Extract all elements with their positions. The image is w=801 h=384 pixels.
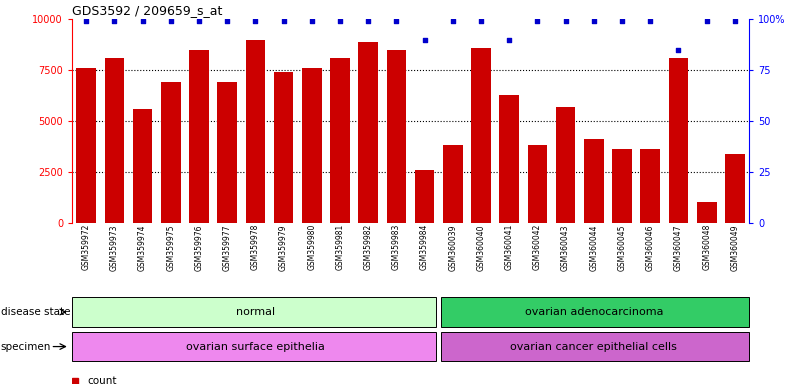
Bar — [612, 149, 632, 223]
Bar — [161, 82, 181, 223]
Point — [108, 18, 121, 24]
Bar — [358, 41, 378, 223]
Bar — [302, 68, 322, 223]
Point — [80, 18, 93, 24]
Bar — [499, 94, 519, 223]
Bar — [72, 332, 437, 361]
Point — [333, 18, 346, 24]
Point — [390, 18, 403, 24]
Point — [503, 36, 516, 43]
Bar — [441, 332, 749, 361]
Point — [616, 18, 629, 24]
Text: normal: normal — [235, 307, 275, 317]
Point — [559, 18, 572, 24]
Bar — [72, 297, 437, 327]
Text: ovarian cancer epithelial cells: ovarian cancer epithelial cells — [510, 341, 678, 352]
Bar — [528, 146, 547, 223]
Text: GDS3592 / 209659_s_at: GDS3592 / 209659_s_at — [72, 3, 223, 17]
Point — [418, 36, 431, 43]
Point — [446, 18, 459, 24]
Point — [221, 18, 234, 24]
Text: ovarian surface epithelia: ovarian surface epithelia — [186, 341, 325, 352]
Bar — [471, 48, 491, 223]
Point — [277, 18, 290, 24]
Bar — [217, 82, 237, 223]
Bar — [584, 139, 604, 223]
Bar — [133, 109, 152, 223]
Point — [728, 18, 741, 24]
Bar — [443, 146, 463, 223]
Text: count: count — [87, 376, 116, 384]
Bar — [246, 40, 265, 223]
Text: ovarian adenocarcinoma: ovarian adenocarcinoma — [525, 307, 663, 317]
Bar — [387, 50, 406, 223]
Point — [249, 18, 262, 24]
Bar — [669, 58, 688, 223]
Point — [192, 18, 205, 24]
Bar — [697, 202, 717, 223]
Bar — [441, 297, 749, 327]
Bar — [725, 154, 745, 223]
Text: disease state: disease state — [1, 307, 70, 317]
Point — [164, 18, 177, 24]
Bar — [76, 68, 96, 223]
Bar — [330, 58, 350, 223]
Point — [587, 18, 600, 24]
Point — [362, 18, 375, 24]
Bar — [556, 107, 575, 223]
Bar — [640, 149, 660, 223]
Bar — [274, 72, 293, 223]
Point — [531, 18, 544, 24]
Text: specimen: specimen — [1, 341, 51, 352]
Point — [644, 18, 657, 24]
Point — [672, 47, 685, 53]
Point — [475, 18, 488, 24]
Bar — [189, 50, 209, 223]
Point — [136, 18, 149, 24]
Point — [700, 18, 713, 24]
Bar — [415, 170, 434, 223]
Bar — [104, 58, 124, 223]
Point — [305, 18, 318, 24]
